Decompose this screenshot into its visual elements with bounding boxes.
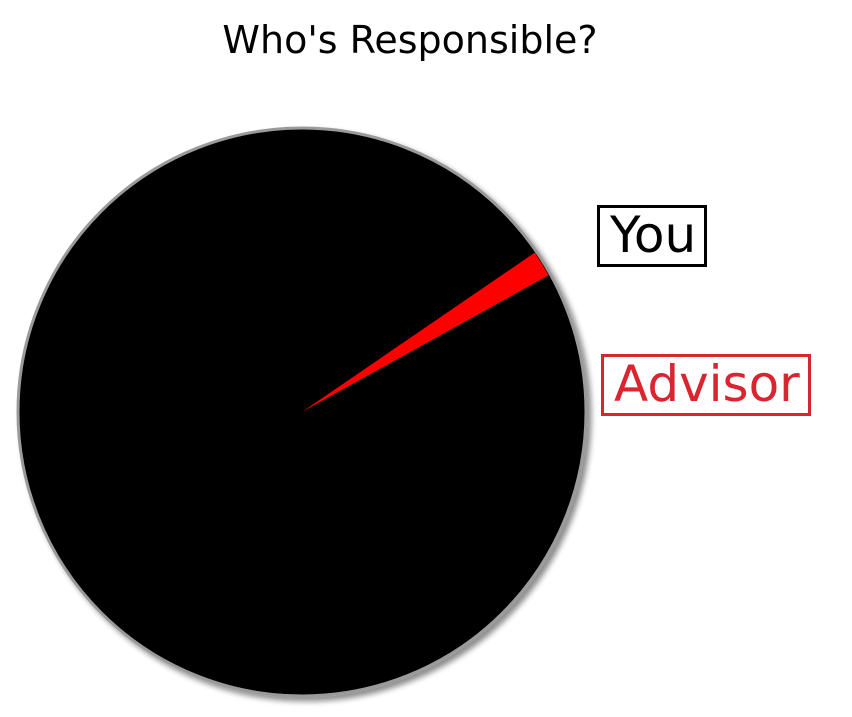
legend-entry-advisor: Advisor	[601, 354, 811, 416]
legend-entry-you: You	[597, 205, 708, 267]
pie-slice-you	[19, 129, 584, 695]
pie-slice-advisor	[302, 252, 549, 412]
chart-title: Who's Responsible?	[222, 18, 598, 62]
pie-slices	[19, 129, 584, 695]
